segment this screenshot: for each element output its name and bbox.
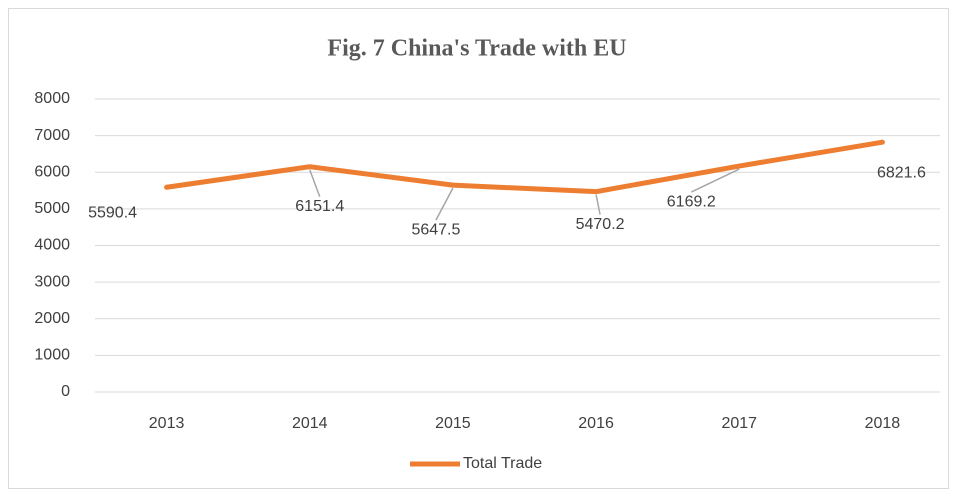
leader-line bbox=[435, 187, 454, 221]
legend-label: Total Trade bbox=[463, 455, 542, 472]
y-tick-label: 8000 bbox=[34, 90, 70, 107]
leader-line bbox=[690, 168, 740, 193]
x-tick-label: 2013 bbox=[149, 415, 185, 432]
data-label: 5470.2 bbox=[576, 216, 625, 233]
x-tick-label: 2018 bbox=[865, 415, 901, 432]
chart-title: Fig. 7 China's Trade with EU bbox=[327, 36, 626, 62]
data-label: 5590.4 bbox=[88, 204, 137, 221]
data-label: 5647.5 bbox=[411, 221, 460, 238]
x-tick-label: 2015 bbox=[435, 415, 471, 432]
y-tick-label: 0 bbox=[61, 383, 70, 400]
y-tick-label: 3000 bbox=[34, 273, 70, 290]
leader-line bbox=[309, 169, 321, 197]
x-tick-label: 2014 bbox=[292, 415, 328, 432]
x-tick-label: 2017 bbox=[721, 415, 757, 432]
x-tick-label: 2016 bbox=[578, 415, 614, 432]
y-tick-label: 7000 bbox=[34, 127, 70, 144]
leader-line bbox=[595, 194, 601, 215]
y-tick-label: 4000 bbox=[34, 237, 70, 254]
chart-border bbox=[8, 8, 949, 489]
y-tick-label: 1000 bbox=[34, 347, 70, 364]
data-label: 6151.4 bbox=[295, 198, 344, 215]
y-tick-label: 6000 bbox=[34, 163, 70, 180]
y-tick-label: 2000 bbox=[34, 310, 70, 327]
line bbox=[164, 139, 885, 195]
y-tick-label: 5000 bbox=[34, 200, 70, 217]
data-label: 6169.2 bbox=[667, 193, 716, 210]
data-label: 6821.6 bbox=[877, 164, 926, 181]
